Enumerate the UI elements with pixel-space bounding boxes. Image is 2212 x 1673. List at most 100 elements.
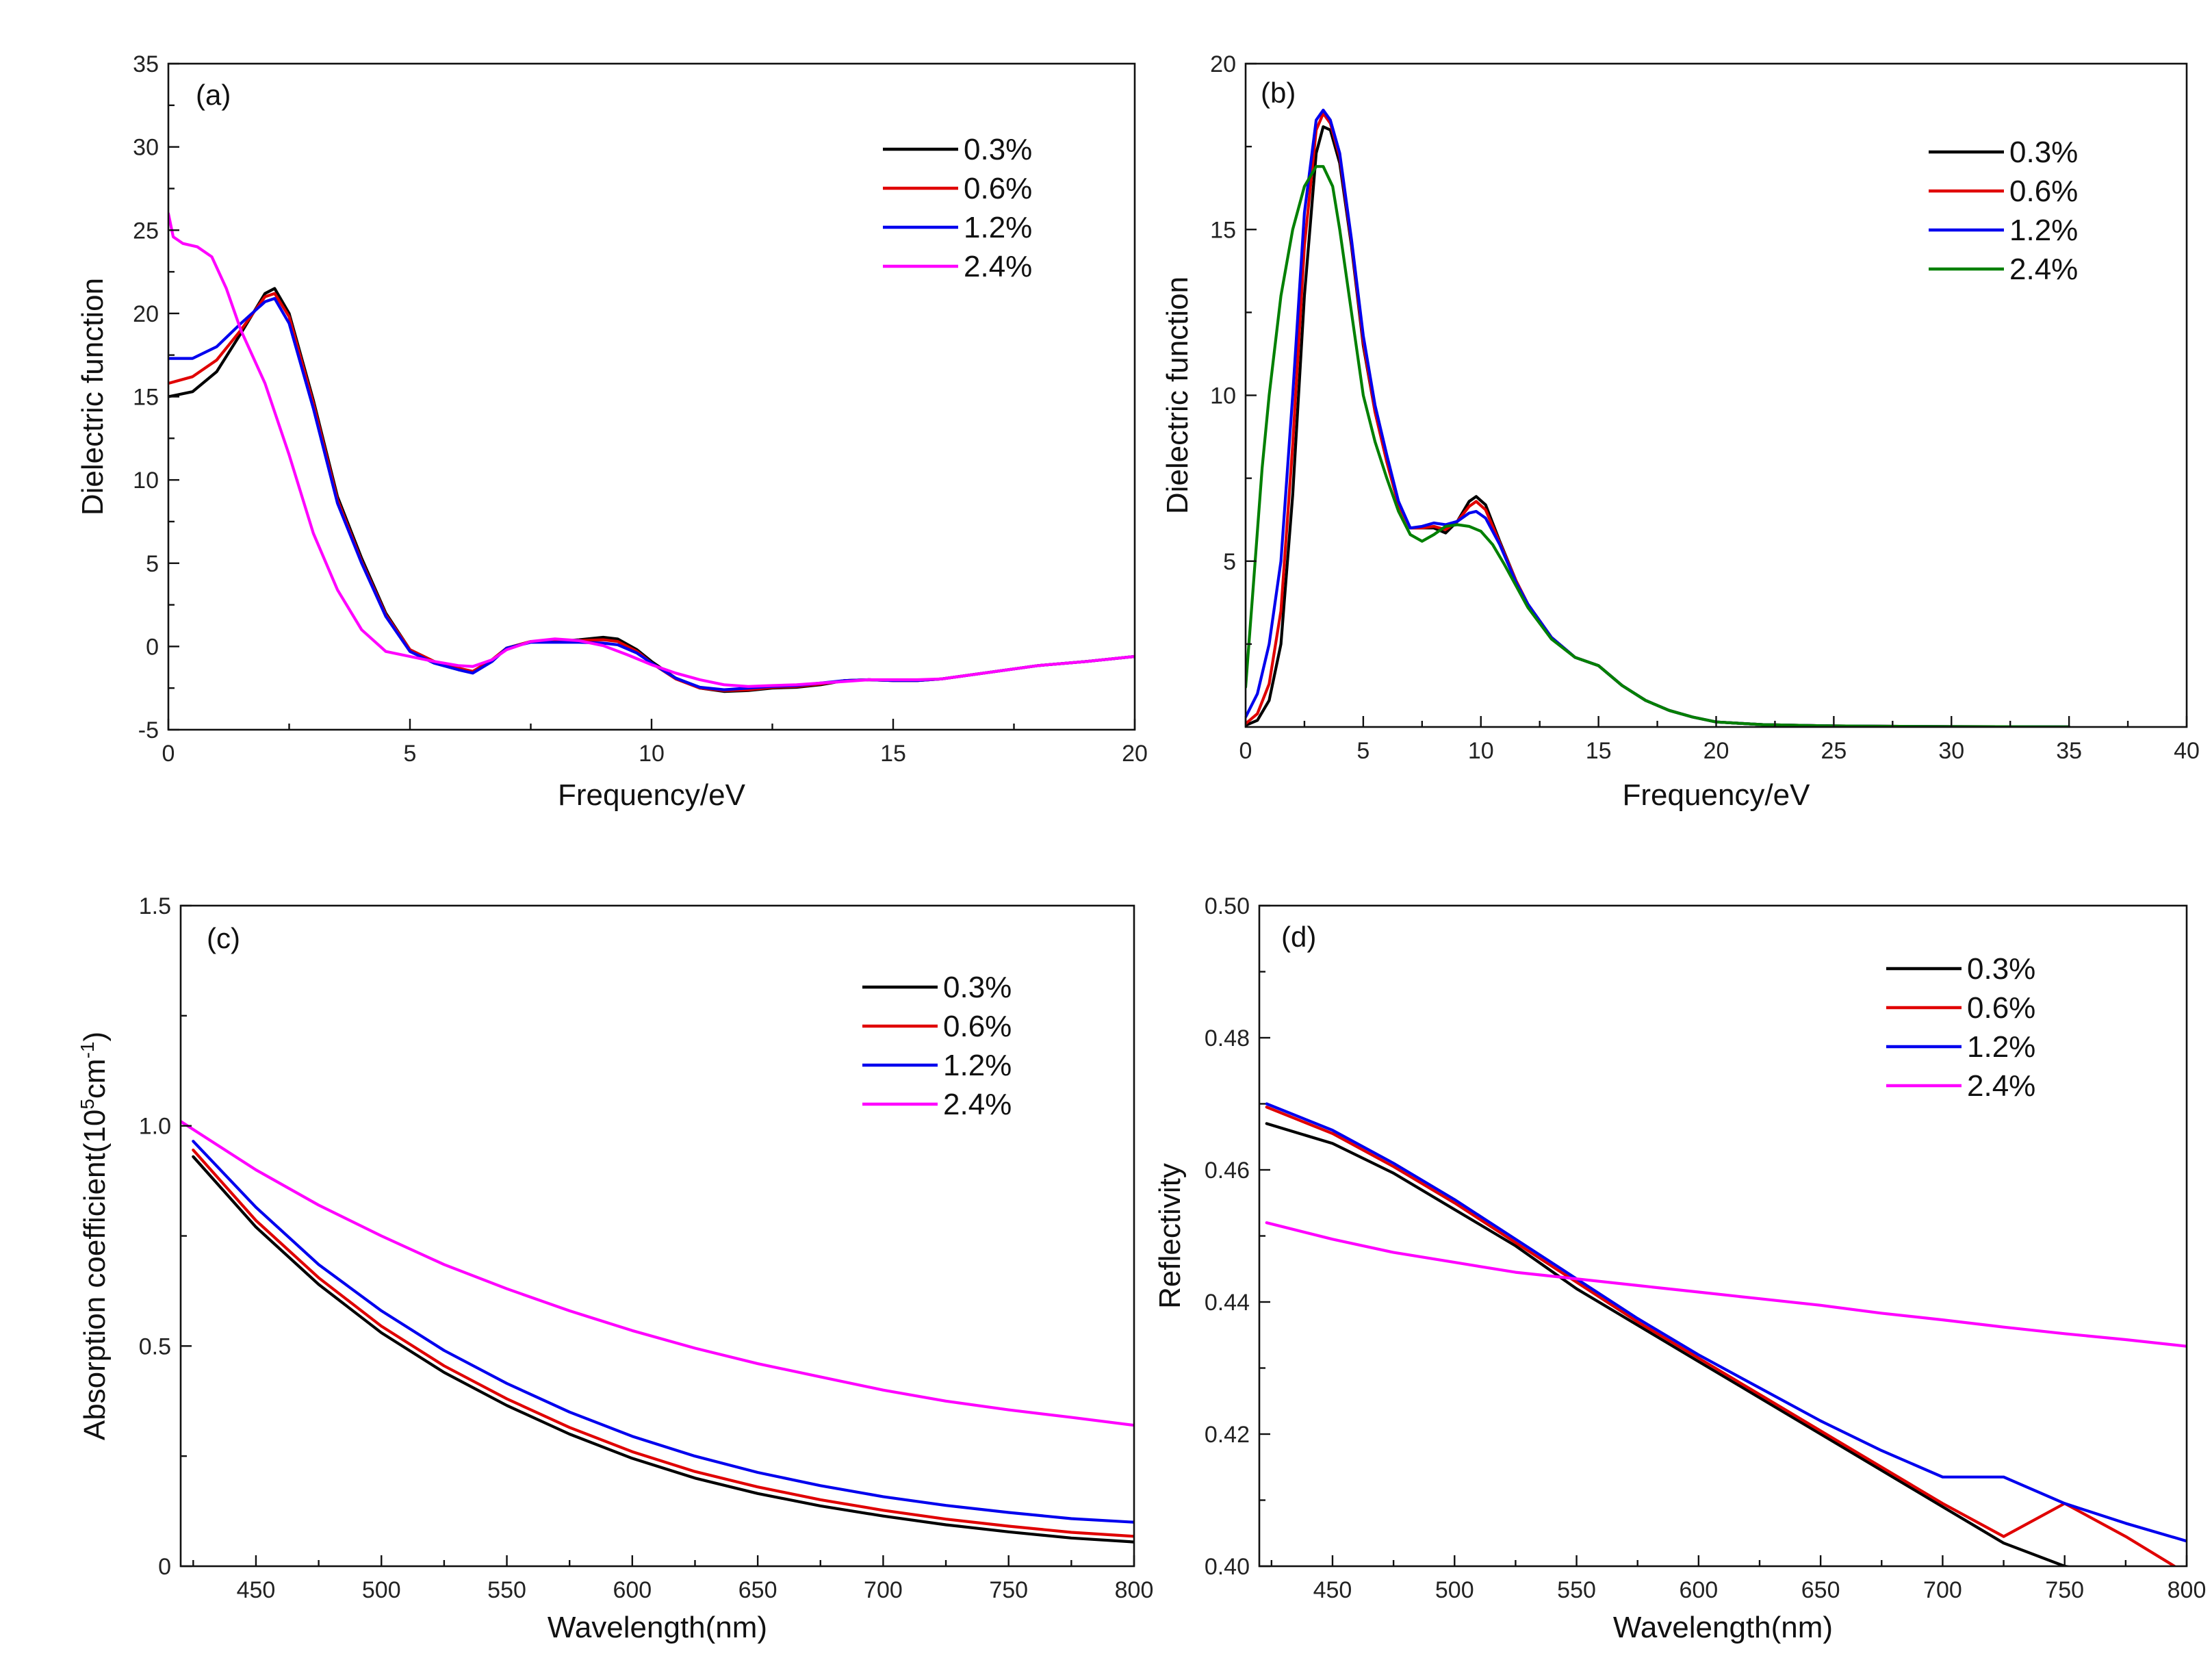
chart-panel-b: 0 5 10 15 20 25 30 35 40 5 10 15 20 Frequency/eV Diele…	[1161, 51, 2200, 812]
legend-label: 2.4%	[943, 1088, 1012, 1121]
x-tick-label: 5	[404, 741, 417, 767]
series-line-2-4pct	[181, 1120, 1134, 1427]
y-tick-label: 30	[133, 135, 159, 161]
y-tick-label: 15	[1210, 217, 1236, 243]
x-tick-label: 35	[2056, 738, 2082, 764]
series-line-0-3pct	[1265, 1122, 2075, 1566]
x-tick-label: 30	[1938, 738, 1964, 764]
y-tick-label: 0	[158, 1554, 171, 1580]
x-tick-label: 650	[1801, 1577, 1840, 1603]
x-axis-title: Wavelength(nm)	[548, 1611, 767, 1644]
series-group	[168, 212, 1135, 693]
x-tick-label: 550	[487, 1577, 526, 1603]
series-line-0-6pct	[192, 1148, 1134, 1538]
y-tick-label: 0.40	[1205, 1554, 1250, 1580]
legend: 0.3% 0.6% 1.2% 2.4%	[883, 133, 1032, 283]
legend-label: 0.6%	[1967, 991, 2035, 1025]
x-tick-label: 750	[2045, 1577, 2084, 1603]
x-tick-label: 0	[1239, 738, 1252, 764]
series-line-2-4pct	[1265, 1221, 2187, 1348]
legend-label: 1.2%	[943, 1049, 1012, 1082]
legend: 0.3% 0.6% 1.2% 2.4%	[862, 971, 1012, 1121]
x-tick-label: 40	[2174, 738, 2200, 764]
y-axis-title: Reflectivity	[1153, 1163, 1187, 1309]
y-tick-label: 20	[133, 301, 159, 327]
x-tick-label: 25	[1821, 738, 1847, 764]
x-tick-label: 450	[237, 1577, 276, 1603]
x-axis-title: Frequency/eV	[1623, 778, 1811, 812]
legend-label: 0.3%	[2009, 136, 2078, 169]
y-tick-label: 35	[133, 51, 159, 77]
y-axis-title: Dielectric function	[76, 278, 110, 515]
y-tick-label: 0.50	[1205, 893, 1250, 919]
x-tick-label: 20	[1703, 738, 1729, 764]
chart-panel-d: 450 500 550 600 650 700 750 800 0.40 0.42 0.44 0.46…	[1153, 893, 2206, 1644]
legend: 0.3% 0.6% 1.2% 2.4%	[1886, 952, 2035, 1103]
legend-label: 0.3%	[964, 133, 1032, 166]
series-line-1-2pct	[1265, 1102, 2187, 1543]
series-line-2-4pct	[168, 212, 1135, 688]
legend-label: 2.4%	[964, 250, 1032, 283]
y-tick-label: 0.5	[139, 1333, 171, 1359]
legend-label: 0.3%	[1967, 952, 2035, 986]
y-tick-label: 10	[133, 468, 159, 494]
y-tick-label: 0.44	[1205, 1290, 1250, 1316]
x-tick-label: 750	[989, 1577, 1028, 1603]
y-axis-title: Dielectric function	[1161, 277, 1194, 514]
y-axis-title: Absorption coefficient(105cm-1)	[77, 1032, 112, 1440]
x-tick-label: 5	[1356, 738, 1369, 764]
panel-label: (b)	[1261, 77, 1296, 109]
x-tick-label: 500	[362, 1577, 401, 1603]
x-tick-label: 20	[1122, 741, 1148, 767]
x-tick-label: 0	[162, 741, 175, 767]
x-tick-label: 650	[738, 1577, 777, 1603]
series-line-0-6pct	[1265, 1106, 2176, 1566]
y-tick-label: -5	[138, 717, 159, 743]
legend-label: 0.6%	[943, 1010, 1012, 1043]
y-tick-label: 0.46	[1205, 1158, 1250, 1184]
x-tick-label: 700	[864, 1577, 903, 1603]
series-group	[181, 1120, 1134, 1544]
x-axis-title: Wavelength(nm)	[1613, 1611, 1833, 1644]
legend-label: 1.2%	[2009, 214, 2078, 247]
y-tick-label: 25	[133, 218, 159, 244]
y-tick-label: 5	[146, 551, 159, 577]
y-tick-label: 1.0	[139, 1114, 171, 1140]
legend-label: 0.6%	[964, 172, 1032, 205]
series-line-0-3pct	[192, 1155, 1134, 1544]
series-line-2-4pct	[1246, 165, 2071, 727]
x-tick-label: 10	[1468, 738, 1494, 764]
x-tick-label: 600	[613, 1577, 652, 1603]
x-tick-label: 15	[880, 741, 906, 767]
chart-panel-c: 450 500 550 600 650 700 750 800 0 0.5 1.0 1.5 Wavele…	[77, 893, 1153, 1644]
legend-label: 2.4%	[2009, 253, 2078, 286]
x-tick-label: 550	[1557, 1577, 1596, 1603]
y-tick-label: 0.42	[1205, 1422, 1250, 1448]
panel-label: (d)	[1281, 921, 1316, 953]
legend-label: 1.2%	[964, 211, 1032, 244]
x-tick-label: 600	[1679, 1577, 1718, 1603]
y-tick-label: 0.48	[1205, 1025, 1250, 1051]
legend-label: 0.6%	[2009, 175, 2078, 208]
legend: 0.3% 0.6% 1.2% 2.4%	[1929, 136, 2078, 286]
x-tick-label: 500	[1435, 1577, 1474, 1603]
legend-label: 2.4%	[1967, 1069, 2035, 1103]
y-tick-label: 15	[133, 385, 159, 411]
x-tick-label: 15	[1586, 738, 1612, 764]
y-tick-label: 5	[1223, 549, 1236, 575]
legend-label: 1.2%	[1967, 1030, 2035, 1064]
series-group	[1265, 1102, 2187, 1566]
y-tick-label: 10	[1210, 383, 1236, 409]
y-tick-label: 0	[146, 634, 159, 660]
series-line-1-2pct	[192, 1140, 1134, 1524]
panel-label: (a)	[196, 79, 231, 111]
x-tick-label: 450	[1313, 1577, 1352, 1603]
y-tick-label: 1.5	[139, 893, 171, 919]
x-tick-label: 700	[1923, 1577, 1962, 1603]
chart-panel-a: 0 5 10 15 20-505101520253035Frequency/eVDiel…	[76, 51, 1148, 812]
x-tick-label: 800	[1115, 1577, 1154, 1603]
panel-label: (c)	[207, 922, 240, 954]
y-tick-label: 20	[1210, 51, 1236, 77]
legend-label: 0.3%	[943, 971, 1012, 1004]
